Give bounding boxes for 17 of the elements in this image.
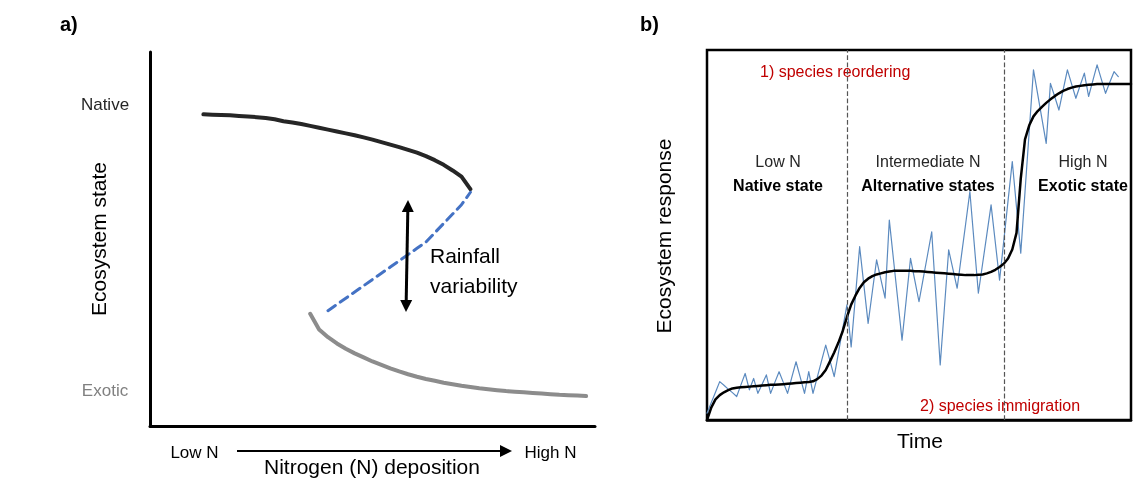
chart-title: a) <box>60 13 78 35</box>
annotation: Native state <box>733 177 824 195</box>
text: Native <box>80 94 130 114</box>
y-axis-title: Ecosystem state <box>86 161 110 317</box>
annotation: Alternative states <box>861 177 995 195</box>
annotation: Rainfall variability <box>430 243 519 298</box>
x-axis-title: Time <box>897 428 943 452</box>
annotation: Intermediate N <box>875 153 981 171</box>
x-axis-title: Nitrogen (N) deposition <box>264 454 480 478</box>
chart-title: b) <box>640 13 659 35</box>
y-axis-title: Ecosystem response <box>651 138 675 334</box>
annotation: Exotic state <box>1038 177 1129 195</box>
annotation: 2) species immigration <box>920 397 1081 415</box>
text: Exotic <box>81 380 129 400</box>
annotation: 1) species reordering <box>760 63 911 81</box>
annotation: High N <box>1058 153 1108 171</box>
annotation: Low N <box>755 153 801 171</box>
